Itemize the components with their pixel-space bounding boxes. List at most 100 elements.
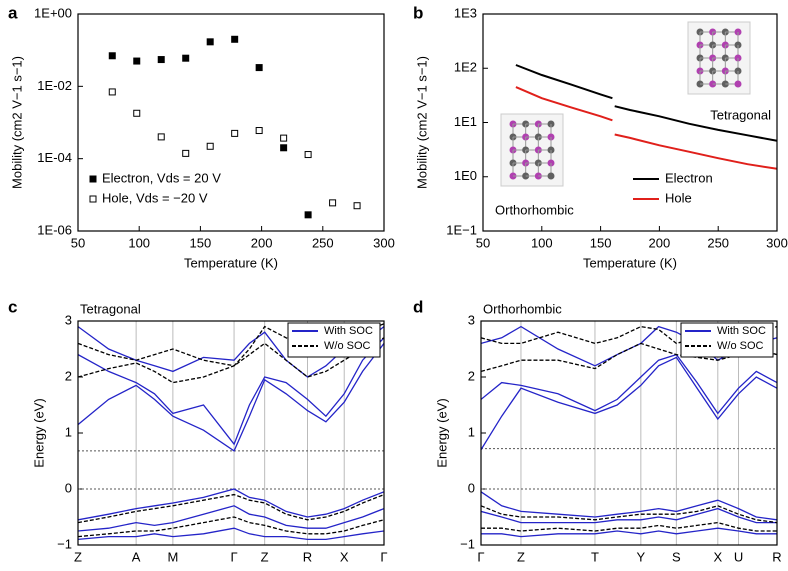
series-group [515,64,777,170]
data-point [231,35,239,43]
data-line [78,337,384,384]
x-tick-label: Γ [380,549,387,564]
x-tick-label: 50 [71,235,85,250]
x-tick-label: 200 [649,235,671,250]
legend-label: Electron, Vds = 20 V [102,170,221,185]
y-tick-label: 1E-02 [37,78,72,93]
y-axis-label: Energy (eV) [31,398,46,467]
panel-letter: d [413,297,423,316]
y-tick-label: 1E1 [454,114,477,129]
data-point [206,38,214,46]
x-axis-label: Temperature (K) [583,255,677,270]
x-tick-label: R [772,549,781,564]
y-axis-label: Energy (eV) [434,398,449,467]
panel-title: Orthorhombic [483,301,562,316]
series-group [481,325,777,538]
data-line [481,356,777,451]
legend-label: W/o SOC [717,340,764,352]
legend-label: Hole, Vds = −20 V [102,190,208,205]
structure-label: Orthorhombic [495,202,574,217]
x-tick-label: U [734,549,743,564]
atom [734,80,742,88]
data-line [515,64,777,142]
x-tick-label: M [167,549,178,564]
data-point [157,56,165,64]
plot-area [108,35,361,219]
data-line [481,353,777,415]
data-point [206,142,214,150]
panel-letter: a [8,3,18,22]
data-point [182,149,190,157]
x-tick-label: 250 [707,235,729,250]
panel-letter: b [413,3,423,22]
legend-marker [89,175,97,183]
y-tick-label: 1 [468,424,475,439]
legend-marker [89,195,97,203]
x-tick-label: 250 [312,235,334,250]
data-point [108,52,116,60]
x-tick-label: 150 [190,235,212,250]
legend-label: With SOC [324,325,373,337]
x-tick-label: R [303,549,312,564]
data-point [157,133,165,141]
x-tick-label: A [132,549,141,564]
x-tick-label: X [713,549,722,564]
data-point [280,134,288,142]
data-point [353,202,361,210]
y-tick-label: 1E2 [454,60,477,75]
y-tick-label: 1E+00 [34,5,72,20]
data-point [182,54,190,62]
y-tick-label: −1 [460,536,475,551]
legend-frame [287,322,381,358]
x-tick-label: 100 [128,235,150,250]
x-tick-label: 300 [766,235,788,250]
plot-area [515,64,777,170]
legend-label: With SOC [717,325,766,337]
data-point [280,144,288,152]
y-tick-label: 1 [65,424,72,439]
legend-label: Electron [665,170,713,185]
x-tick-label: 50 [476,235,490,250]
data-point [108,88,116,96]
y-axis-label: Mobility (cm2 V−1 s−1) [9,56,24,189]
y-tick-label: −1 [57,536,72,551]
legend-label: Hole [665,190,692,205]
x-tick-label: Z [261,549,269,564]
data-point [329,199,337,207]
y-axis-label: Mobility (cm2 V−1 s−1) [414,56,429,189]
x-tick-label: 100 [531,235,553,250]
x-tick-label: T [591,549,599,564]
legend-frame [680,322,774,358]
y-tick-label: 1E-04 [37,150,72,165]
panel-title: Tetragonal [80,301,141,316]
legend-label: W/o SOC [324,340,371,352]
structure-label: Tetragonal [710,107,771,122]
data-line [481,521,777,532]
data-line [78,337,384,446]
data-line [78,493,384,524]
data-point [304,211,312,219]
y-tick-label: 3 [468,312,475,327]
atom [547,172,555,180]
data-line [515,86,777,170]
data-line [481,505,777,524]
x-tick-label: 150 [590,235,612,250]
y-tick-label: 0 [65,480,72,495]
x-tick-label: S [672,549,681,564]
data-line [78,516,384,538]
data-point [231,129,239,137]
x-tick-label: Γ [230,549,237,564]
x-tick-label: Y [637,549,646,564]
x-tick-label: Z [517,549,525,564]
y-tick-label: 0 [468,480,475,495]
plot-frame [480,320,778,546]
x-tick-label: Z [74,549,82,564]
y-tick-label: 1E3 [454,5,477,20]
plot-frame [77,13,385,232]
data-point [255,127,263,135]
data-line [481,507,777,524]
x-axis-label: Temperature (K) [184,255,278,270]
data-point [133,109,141,117]
data-line [481,491,777,521]
